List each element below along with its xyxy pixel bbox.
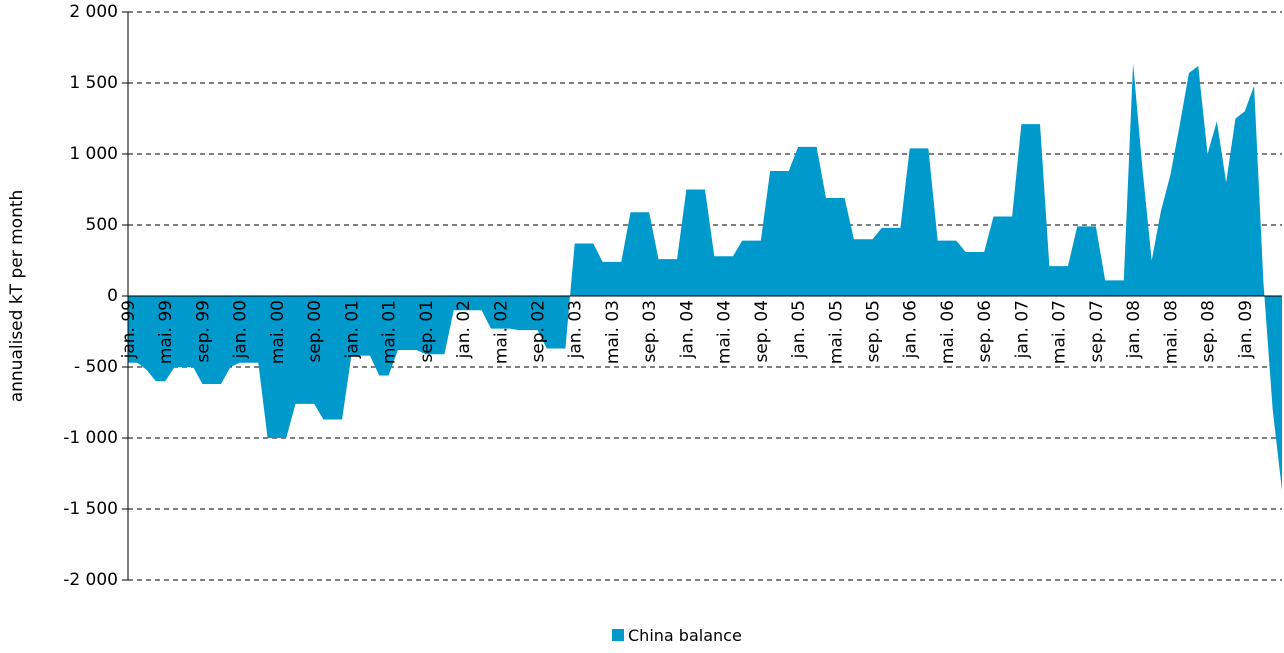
x-tick-label: sep. 08 [1199,300,1219,363]
y-tick-label: - 500 [74,357,118,377]
x-tick-label: mai. 02 [491,300,511,364]
x-tick-label: sep. 04 [752,300,772,363]
x-tick-label: sep. 06 [975,300,995,363]
x-tick-label: sep. 05 [864,300,884,363]
x-tick-label: jan. 99 [119,300,139,359]
x-tick-label: sep. 00 [305,300,325,363]
x-tick-label: sep. 03 [640,300,660,363]
y-tick-label: 1 500 [69,73,118,93]
x-tick-label: jan. 01 [342,300,362,359]
y-axis-label: annualised kT per month [7,190,27,403]
x-tick-label: mai. 00 [268,300,288,364]
x-tick-label: mai. 06 [938,300,958,364]
x-tick-label: mai. 01 [380,300,400,364]
x-tick-label: jan. 02 [454,300,474,359]
x-tick-label: mai. 04 [715,300,735,364]
legend-label: China balance [628,626,742,645]
x-tick-label: jan. 03 [566,300,586,359]
y-tick-label: -1 000 [63,428,118,448]
x-tick-label: jan. 06 [901,300,921,359]
area [128,63,1282,491]
y-tick-label: 1 000 [69,144,118,164]
y-tick-label: 2 000 [69,2,118,22]
x-tick-label: sep. 02 [528,300,548,363]
x-tick-label: sep. 01 [417,300,437,363]
x-tick-label: jan. 04 [677,300,697,359]
x-tick-label: jan. 05 [789,300,809,359]
x-tick-label: mai. 99 [156,300,176,364]
y-tick-label: 500 [86,215,118,235]
x-tick-label: jan. 08 [1124,300,1144,359]
y-tick-label: -1 500 [63,499,118,519]
legend-swatch [612,629,624,641]
x-tick-label: mai. 07 [1050,300,1070,364]
y-tick-label: 0 [107,286,118,306]
x-tick-label: jan. 07 [1012,300,1032,359]
x-tick-label: mai. 05 [826,300,846,364]
x-tick-label: sep. 07 [1087,300,1107,363]
y-tick-label: -2 000 [63,570,118,590]
x-tick-label: jan. 00 [231,300,251,359]
x-tick-label: mai. 08 [1161,300,1181,364]
x-tick-label: jan. 09 [1236,300,1256,359]
x-tick-label: mai. 03 [603,300,623,364]
x-tick-label: sep. 99 [193,300,213,363]
